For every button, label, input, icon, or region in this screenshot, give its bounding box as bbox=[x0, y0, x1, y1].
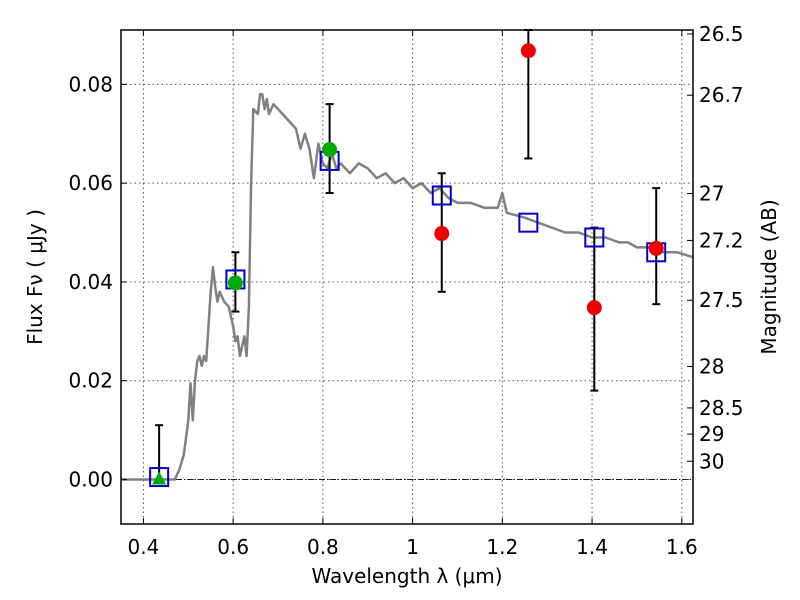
y-axis-ticks: 0.00 0.02 0.04 0.06 0.08 bbox=[68, 72, 127, 492]
plot-frame bbox=[120, 29, 694, 525]
y-tick-label: 0.04 bbox=[68, 270, 113, 294]
y-tick-label: 0.00 bbox=[68, 468, 113, 492]
x-tick-label: 1 bbox=[406, 535, 419, 559]
x-tick-label: 1.4 bbox=[576, 535, 608, 559]
observed-point bbox=[434, 226, 450, 242]
x-tick-label: 0.6 bbox=[217, 535, 249, 559]
y-axis-title: Flux Fν ( μJy ) bbox=[23, 209, 47, 345]
observed-point bbox=[586, 300, 602, 316]
x-tick-label: 0.4 bbox=[128, 535, 160, 559]
y-tick-label: 0.02 bbox=[68, 369, 113, 393]
right-axis-ticks: 26.5 26.7 27 27.2 27.5 28 28.529 30 bbox=[687, 22, 744, 473]
right-axis-tick-label: 27.5 bbox=[699, 288, 744, 312]
right-axis-tick-label: 27 bbox=[699, 182, 724, 206]
x-axis-ticks: 0.4 0.6 0.8 1 1.2 1.4 1.6 bbox=[128, 30, 698, 559]
observed-point bbox=[648, 240, 664, 256]
grid-lines bbox=[121, 30, 693, 524]
y-tick-label: 0.08 bbox=[68, 72, 113, 96]
x-tick-label: 1.6 bbox=[666, 535, 698, 559]
observed-point-triangle bbox=[152, 471, 167, 485]
model-point-box bbox=[149, 467, 170, 488]
right-axis-tick-label: 30 bbox=[699, 449, 724, 473]
model-point-box bbox=[518, 212, 539, 233]
right-axis-tick-label: 27.2 bbox=[699, 228, 744, 252]
right-axis-tick-label: 28.5 bbox=[699, 396, 744, 420]
model-points bbox=[149, 150, 667, 488]
observed-points bbox=[152, 43, 664, 485]
x-axis-title: Wavelength λ (μm) bbox=[311, 564, 502, 588]
right-axis-tick-label: 29 bbox=[699, 422, 724, 446]
observed-point bbox=[227, 275, 243, 291]
x-tick-label: 1.2 bbox=[486, 535, 518, 559]
right-axis-title: Magnitude (AB) bbox=[757, 199, 781, 354]
sed-curve-layer bbox=[121, 92, 694, 481]
right-axis-tick-label: 26.7 bbox=[699, 83, 744, 107]
observed-point bbox=[322, 142, 338, 158]
right-axis-tick-label: 26.5 bbox=[699, 22, 744, 46]
right-axis-tick-label: 28 bbox=[699, 354, 724, 378]
x-tick-label: 0.8 bbox=[307, 535, 339, 559]
model-point-box bbox=[584, 227, 605, 248]
error-bars bbox=[155, 29, 661, 481]
y-tick-label: 0.06 bbox=[68, 171, 113, 195]
observed-point bbox=[520, 43, 536, 59]
sed-curve bbox=[121, 92, 694, 481]
model-point-box bbox=[431, 185, 452, 206]
